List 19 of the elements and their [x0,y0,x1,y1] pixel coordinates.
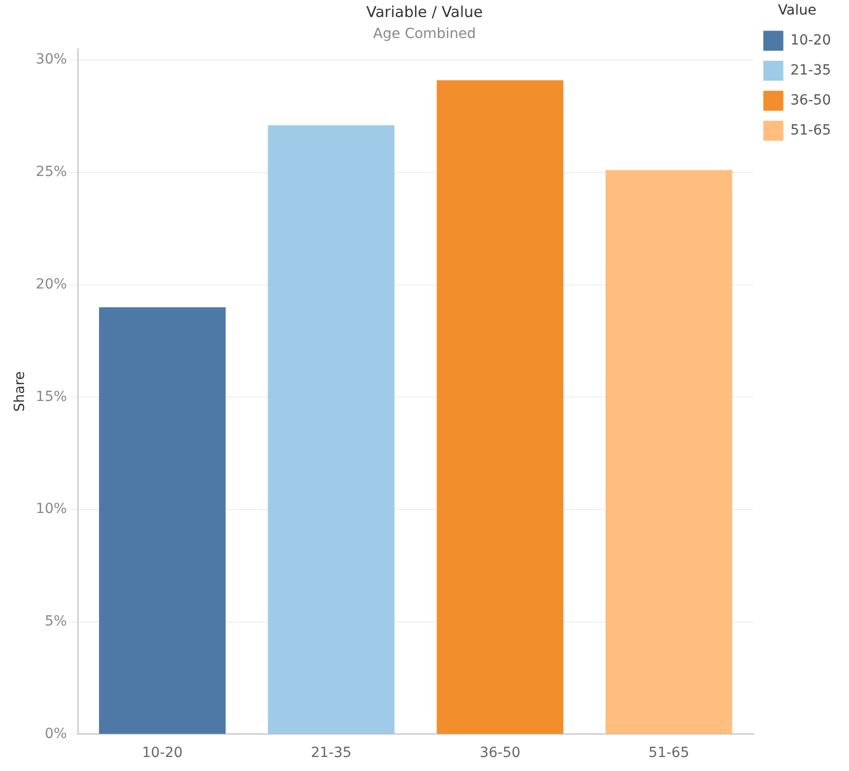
legend-label: 36-50 [790,92,832,108]
x-tick-label: 10-20 [142,745,183,762]
y-tick-label: 10% [36,501,67,518]
y-tick-label: 15% [36,388,67,405]
y-tick-label: 0% [44,726,67,742]
chart-title: Variable / Value [366,2,483,21]
x-tick-label: 21-35 [310,745,352,762]
legend-label: 21-35 [790,62,832,78]
y-tick-label: 25% [36,164,67,180]
x-tick-label: 36-50 [480,745,520,762]
y-tick-label: 30% [36,52,67,68]
chart-subtitle: Age Combined [373,26,476,42]
x-tick-label: 51-65 [648,745,690,762]
legend-label: 51-65 [790,122,832,138]
y-axis-title: Share [12,371,28,412]
legend-title: Value [778,2,816,19]
y-tick-label: 20% [36,276,67,292]
legend-label: 10-20 [790,32,832,48]
y-tick-label: 5% [44,613,67,630]
